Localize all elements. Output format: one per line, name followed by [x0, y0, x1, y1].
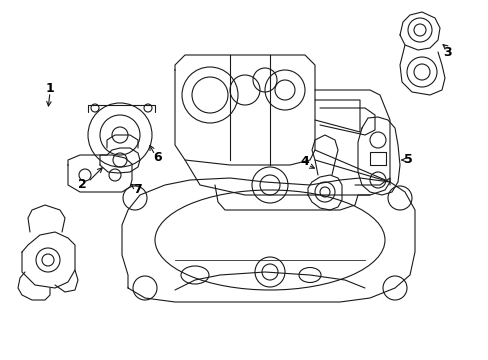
Text: 5: 5	[403, 153, 411, 166]
Text: 4: 4	[300, 156, 309, 168]
Text: 7: 7	[133, 184, 142, 197]
Text: 2: 2	[78, 179, 86, 192]
Text: 6: 6	[153, 152, 162, 165]
Text: 1: 1	[45, 81, 54, 94]
Text: 3: 3	[443, 45, 451, 58]
